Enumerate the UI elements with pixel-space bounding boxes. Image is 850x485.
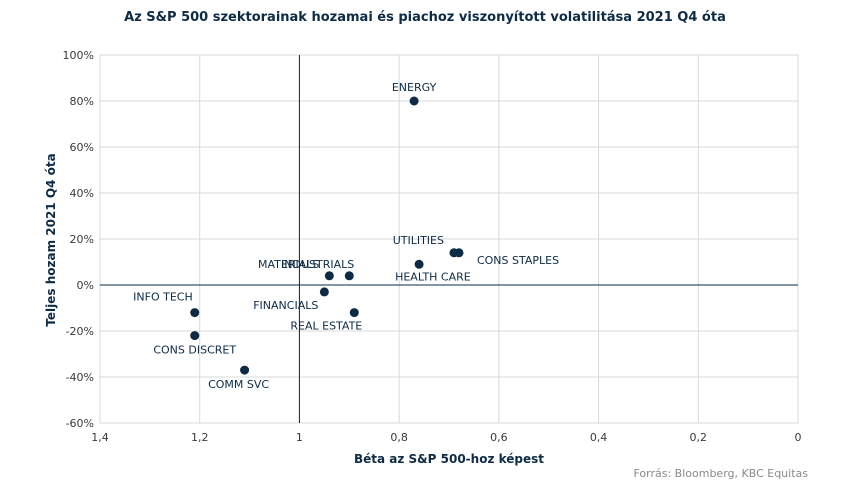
y-tick-label: 100% <box>63 49 94 62</box>
label-utilities: UTILITIES <box>393 234 444 247</box>
point-real-estate <box>349 308 359 318</box>
label-financials: FINANCIALS <box>253 299 318 312</box>
x-tick-label: 0 <box>795 431 802 444</box>
point-health-care <box>414 259 424 269</box>
point-labels: ENERGY UTILITIES CONS STAPLES HEALTH CARE IN… <box>133 81 559 391</box>
point-cons-staples <box>454 248 464 258</box>
x-tick-label: 1 <box>296 431 303 444</box>
reference-lines <box>100 55 798 423</box>
label-industrials: INDUSTRIALS <box>281 258 354 271</box>
y-tick-label: -20% <box>66 325 94 338</box>
point-materials <box>324 271 334 281</box>
y-tick-label: 20% <box>70 233 94 246</box>
point-financials <box>319 287 329 297</box>
point-energy <box>409 96 419 106</box>
y-tick-label: 0% <box>77 279 94 292</box>
gridlines <box>99 54 799 424</box>
y-tick-label: 80% <box>70 95 94 108</box>
y-tick-label: 60% <box>70 141 94 154</box>
point-info-tech <box>190 308 200 318</box>
label-energy: ENERGY <box>392 81 437 94</box>
x-tick-label: 0,8 <box>390 431 408 444</box>
x-axis-title: Béta az S&P 500-hoz képest <box>354 452 544 466</box>
point-comm-svc <box>240 365 250 375</box>
x-tick-label: 1,2 <box>191 431 209 444</box>
label-real-estate: REAL ESTATE <box>290 320 362 333</box>
label-health-care: HEALTH CARE <box>395 270 471 283</box>
label-cons-discret: CONS DISCRET <box>153 344 236 357</box>
label-cons-staples: CONS STAPLES <box>477 254 559 267</box>
label-comm-svc: COMM SVC <box>208 378 269 391</box>
data-points <box>190 96 464 375</box>
y-tick-label: -60% <box>66 417 94 430</box>
x-tick-label: 0,4 <box>590 431 608 444</box>
tick-labels: 1,4 1,2 1 0,8 0,6 0,4 0,2 0 100% 80% 60% 40% 20% 0% -2… <box>63 49 802 444</box>
x-tick-label: 0,6 <box>490 431 508 444</box>
y-axis-title: Teljes hozam 2021 Q4 óta <box>44 153 58 326</box>
label-info-tech: INFO TECH <box>133 291 193 304</box>
label-materials: MATERIALS <box>258 258 319 271</box>
chart-title: Az S&P 500 szektorainak hozamai és piach… <box>124 10 726 25</box>
source-note: Forrás: Bloomberg, KBC Equitas <box>633 467 808 480</box>
y-tick-label: 40% <box>70 187 94 200</box>
point-cons-discret <box>190 331 200 341</box>
x-tick-label: 1,4 <box>91 431 109 444</box>
point-industrials <box>344 271 354 281</box>
y-tick-label: -40% <box>66 371 94 384</box>
x-tick-label: 0,2 <box>690 431 708 444</box>
